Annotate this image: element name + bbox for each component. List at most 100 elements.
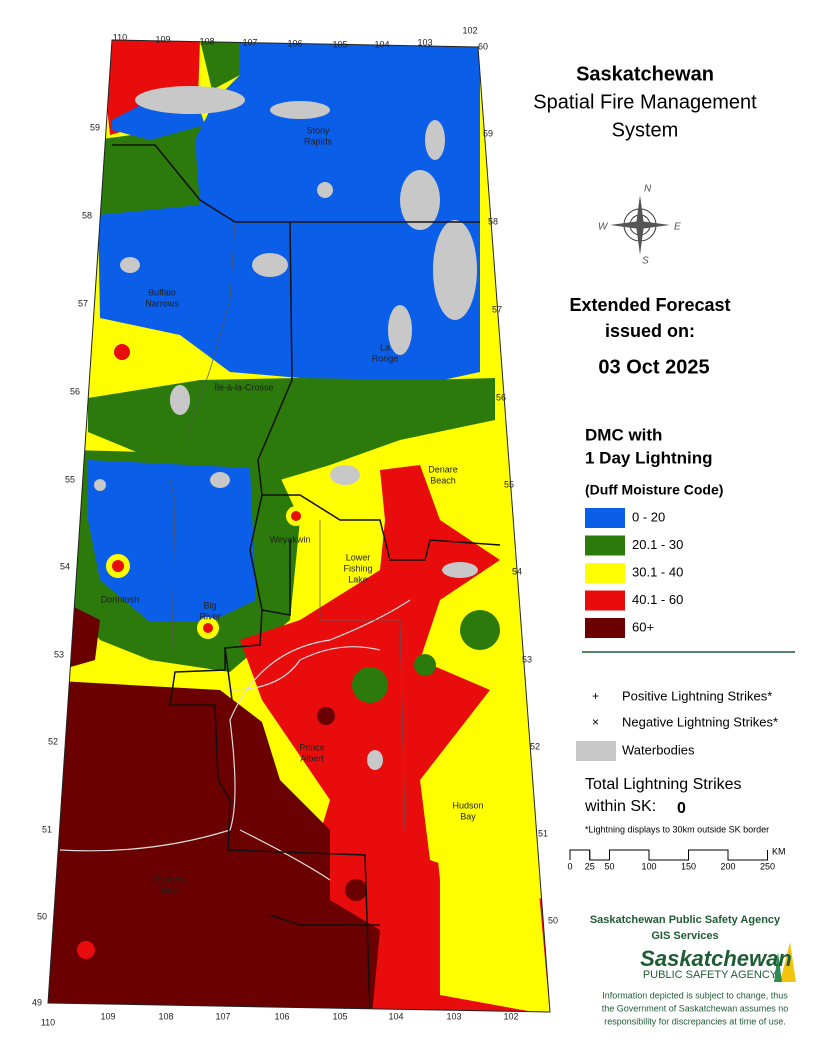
legend-swatch [585, 508, 625, 528]
scale-bar [569, 849, 768, 861]
title-line: System [612, 119, 679, 141]
place-label: Narrows [145, 298, 179, 308]
place-label: Bay [460, 811, 476, 821]
scale-label: 50 [604, 861, 614, 871]
sub-boundaries [169, 221, 406, 831]
dmc-blob [114, 344, 130, 360]
dmc-20-30 [200, 40, 240, 90]
coord-label: 107 [215, 1011, 230, 1021]
place-label: Prince [299, 742, 325, 752]
waterbodies [94, 86, 478, 770]
total-label: Total Lightning Strikes [585, 776, 742, 793]
rivers [59, 599, 411, 881]
legend-title: DMC with [585, 425, 662, 444]
place-label: Rapids [304, 136, 333, 146]
coord-label: 50 [37, 911, 47, 921]
coord-label: 102 [462, 25, 477, 35]
place-label: Hudson [452, 800, 483, 810]
coord-label: 58 [488, 216, 498, 226]
coord-label: 105 [332, 39, 347, 49]
coord-label: 103 [417, 37, 432, 47]
disclaimer: the Government of Saskatchewan assumes n… [602, 1003, 789, 1013]
coord-label: 109 [100, 1011, 115, 1021]
legend-label: 40.1 - 60 [632, 592, 683, 607]
coord-label: 55 [65, 474, 75, 484]
dmc-blob [352, 667, 388, 703]
coord-label: 53 [54, 649, 64, 659]
legend-swatch [585, 563, 625, 583]
coord-label: 104 [374, 39, 389, 49]
dmc-60-plus [48, 680, 380, 1012]
scale-label: 150 [681, 861, 696, 871]
coord-label: 51 [42, 824, 52, 834]
svg-text:W: W [598, 222, 609, 233]
dmc-blob [345, 879, 367, 901]
forecast-heading: issued on: [605, 321, 695, 341]
legend-label: 20.1 - 30 [632, 537, 683, 552]
coord-label: 59 [483, 128, 493, 138]
place-label: Beach [430, 475, 456, 485]
scale-label: 100 [641, 861, 656, 871]
coord-label: 56 [496, 392, 506, 402]
coord-label: 59 [90, 122, 100, 132]
place-label: Stony [306, 125, 330, 135]
title-line: Saskatchewan [576, 63, 714, 85]
dmc-blob [203, 623, 213, 633]
agency-name: Saskatchewan Public Safety Agency [590, 914, 781, 926]
coord-label: 108 [158, 1011, 173, 1021]
dmc-blob [317, 707, 335, 725]
dmc-blob [77, 941, 95, 959]
coord-label: 57 [78, 298, 88, 308]
place-label: Île-à-la-Crosse [213, 382, 273, 392]
logo-mark [774, 942, 796, 982]
coord-label: 53 [522, 654, 532, 664]
legend-subtitle: (Duff Moisture Code) [585, 482, 723, 498]
place-label: Fishing [343, 563, 372, 573]
coord-label: 56 [70, 386, 80, 396]
dmc-blob [291, 511, 301, 521]
note: *Lightning displays to 30km outside SK b… [585, 824, 769, 834]
district-boundaries [112, 144, 501, 1012]
legend-label: 0 - 20 [632, 509, 665, 524]
coord-label: 58 [82, 210, 92, 220]
forecast-date: 03 Oct 2025 [598, 356, 709, 378]
disclaimer: Information depicted is subject to chang… [602, 990, 788, 1000]
coord-label: 50 [548, 915, 558, 925]
place-label: Lake [348, 574, 368, 584]
coord-label: 55 [504, 479, 514, 489]
coord-label: 52 [530, 741, 540, 751]
coord-label: 49 [32, 997, 42, 1007]
compass-rose: N W E S [598, 184, 681, 267]
total-label: within SK: [584, 798, 656, 815]
place-label: Hills [162, 885, 179, 895]
forecast-heading: Extended Forecast [569, 295, 730, 315]
scale-unit: KM [772, 846, 786, 856]
disclaimer: responsibility for discrepancies at time… [604, 1016, 786, 1026]
scale-label: 250 [760, 861, 775, 871]
place-label: Albert [300, 753, 324, 763]
scale-label: 0 [567, 861, 572, 871]
coord-label: 51 [538, 828, 548, 838]
place-label: Big [203, 600, 216, 610]
legend-label: 30.1 - 40 [632, 564, 683, 579]
dmc-blob [414, 654, 436, 676]
coord-label: 110 [113, 32, 127, 42]
coord-label: 106 [274, 1011, 289, 1021]
logo-sub: PUBLIC SAFETY AGENCY [643, 969, 778, 981]
total-value: 0 [677, 800, 686, 817]
coord-label: 104 [388, 1011, 403, 1021]
waterbody-swatch [576, 741, 616, 761]
legend-label: 60+ [632, 619, 654, 634]
logo-name: Saskatchewan [640, 946, 792, 971]
coord-label: 102 [503, 1011, 518, 1021]
place-label: River [199, 611, 220, 621]
place-label: La [380, 342, 390, 352]
dmc-blob [460, 610, 500, 650]
legend-title: 1 Day Lightning [585, 448, 713, 467]
coord-label: 108 [199, 36, 214, 46]
coord-label: 54 [512, 566, 522, 576]
place-label: Dorintosh [101, 594, 140, 604]
dmc-30-40 [430, 680, 550, 1012]
legend-swatch [585, 590, 625, 611]
coord-label: 109 [155, 34, 170, 44]
